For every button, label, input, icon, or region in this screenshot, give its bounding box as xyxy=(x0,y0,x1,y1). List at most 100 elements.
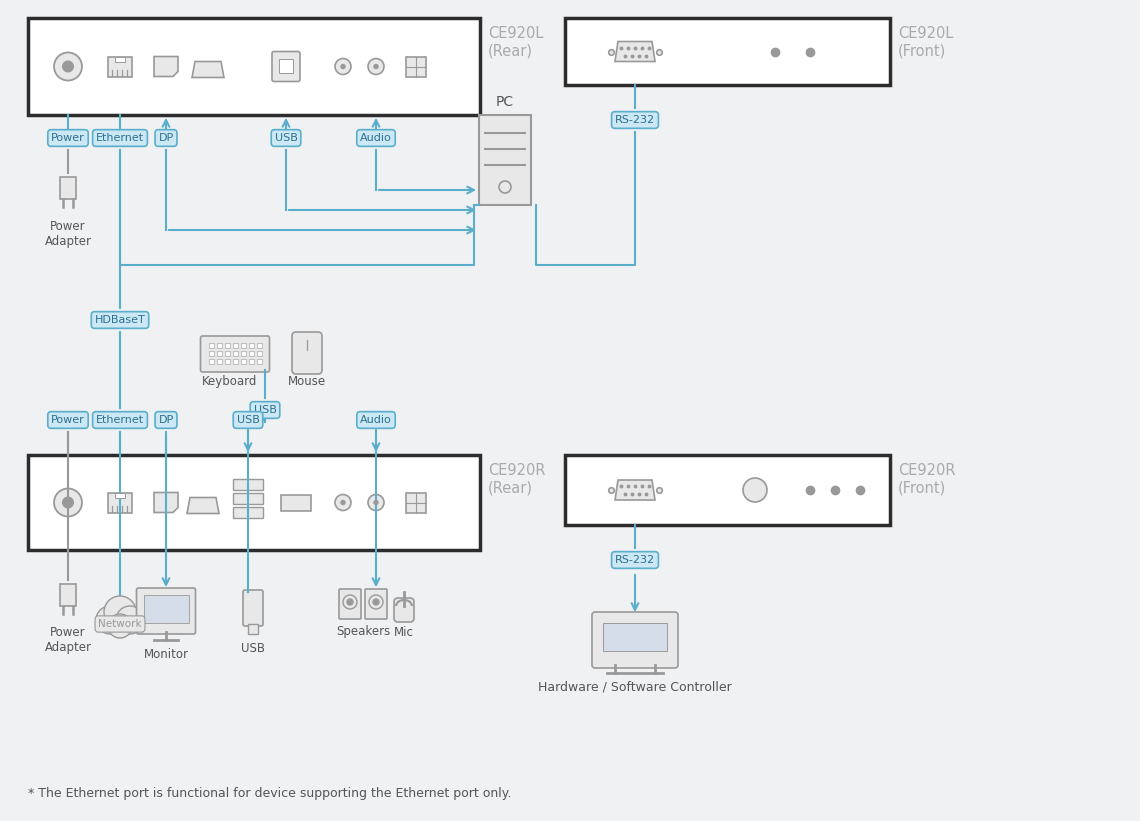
Bar xyxy=(565,455,890,525)
Bar xyxy=(233,343,238,348)
Text: USB: USB xyxy=(275,133,298,143)
Circle shape xyxy=(100,614,119,632)
Bar xyxy=(60,584,76,606)
Circle shape xyxy=(743,478,767,502)
Bar xyxy=(406,57,426,76)
Bar xyxy=(225,359,230,364)
Text: Mic: Mic xyxy=(394,626,414,639)
Circle shape xyxy=(105,604,136,635)
Bar xyxy=(249,343,254,348)
Bar xyxy=(109,618,130,632)
Text: RS-232: RS-232 xyxy=(614,555,656,565)
Bar xyxy=(280,494,311,511)
Bar xyxy=(233,359,238,364)
Bar xyxy=(249,351,254,356)
Circle shape xyxy=(374,65,378,68)
Text: CE920R: CE920R xyxy=(898,463,955,478)
Circle shape xyxy=(111,607,129,626)
Circle shape xyxy=(373,599,378,605)
Text: PC: PC xyxy=(496,95,514,109)
Circle shape xyxy=(54,53,82,80)
Text: CE920L: CE920L xyxy=(898,26,953,41)
FancyBboxPatch shape xyxy=(137,588,195,634)
Circle shape xyxy=(96,606,124,634)
Bar xyxy=(249,624,258,634)
Text: CE920L: CE920L xyxy=(488,26,544,41)
Bar xyxy=(108,57,132,76)
Text: Mouse: Mouse xyxy=(288,375,326,388)
Circle shape xyxy=(116,606,144,634)
Text: Ethernet: Ethernet xyxy=(96,133,144,143)
FancyBboxPatch shape xyxy=(339,589,361,619)
Bar xyxy=(241,359,246,364)
Bar xyxy=(256,359,262,364)
Text: Power: Power xyxy=(51,415,84,425)
Bar xyxy=(603,623,667,651)
Circle shape xyxy=(374,501,378,504)
Bar xyxy=(28,455,480,550)
Circle shape xyxy=(341,65,345,68)
Text: Speakers: Speakers xyxy=(336,625,390,638)
Text: HDBaseT: HDBaseT xyxy=(95,315,146,325)
Bar xyxy=(233,479,263,489)
Circle shape xyxy=(111,621,129,640)
Circle shape xyxy=(104,596,136,628)
Polygon shape xyxy=(154,57,178,76)
Circle shape xyxy=(63,498,73,508)
Bar xyxy=(217,343,222,348)
Circle shape xyxy=(369,595,383,609)
Circle shape xyxy=(105,605,123,623)
Bar xyxy=(565,18,890,85)
Circle shape xyxy=(347,599,353,605)
Bar xyxy=(249,359,254,364)
FancyBboxPatch shape xyxy=(201,336,269,372)
Circle shape xyxy=(368,58,384,75)
Text: * The Ethernet port is functional for device supporting the Ethernet port only.: * The Ethernet port is functional for de… xyxy=(28,787,512,800)
Circle shape xyxy=(108,614,132,638)
Text: Power
Adapter: Power Adapter xyxy=(44,626,91,654)
Bar xyxy=(225,351,230,356)
Text: Network: Network xyxy=(98,619,141,629)
Circle shape xyxy=(116,605,136,623)
FancyBboxPatch shape xyxy=(592,612,678,668)
Text: Audio: Audio xyxy=(360,415,392,425)
FancyBboxPatch shape xyxy=(292,332,321,374)
Text: RS-232: RS-232 xyxy=(614,115,656,125)
FancyBboxPatch shape xyxy=(394,598,414,622)
FancyBboxPatch shape xyxy=(365,589,386,619)
Bar xyxy=(28,18,480,115)
Text: (Front): (Front) xyxy=(898,480,946,495)
Bar xyxy=(241,351,246,356)
Bar xyxy=(233,507,263,517)
Text: DP: DP xyxy=(158,133,173,143)
Bar xyxy=(256,343,262,348)
Bar xyxy=(479,115,531,205)
Text: (Front): (Front) xyxy=(898,43,946,58)
Text: Ethernet: Ethernet xyxy=(96,415,144,425)
Circle shape xyxy=(54,488,82,516)
Bar xyxy=(144,595,188,623)
Polygon shape xyxy=(614,480,656,500)
Polygon shape xyxy=(154,493,178,512)
Circle shape xyxy=(368,494,384,511)
Circle shape xyxy=(63,62,73,71)
FancyBboxPatch shape xyxy=(243,590,263,626)
FancyBboxPatch shape xyxy=(272,52,300,81)
Bar xyxy=(217,359,222,364)
Bar xyxy=(406,493,426,512)
Polygon shape xyxy=(614,42,656,62)
Circle shape xyxy=(122,614,140,632)
Bar xyxy=(209,343,214,348)
Circle shape xyxy=(341,501,345,504)
Text: DP: DP xyxy=(158,415,173,425)
Text: Power: Power xyxy=(51,133,84,143)
Bar xyxy=(279,58,293,72)
Bar xyxy=(233,351,238,356)
Bar xyxy=(241,343,246,348)
Circle shape xyxy=(499,181,511,193)
Text: USB: USB xyxy=(237,415,260,425)
Text: Monitor: Monitor xyxy=(144,648,188,661)
Bar xyxy=(60,177,76,199)
Bar xyxy=(209,359,214,364)
Text: (Rear): (Rear) xyxy=(488,43,534,58)
